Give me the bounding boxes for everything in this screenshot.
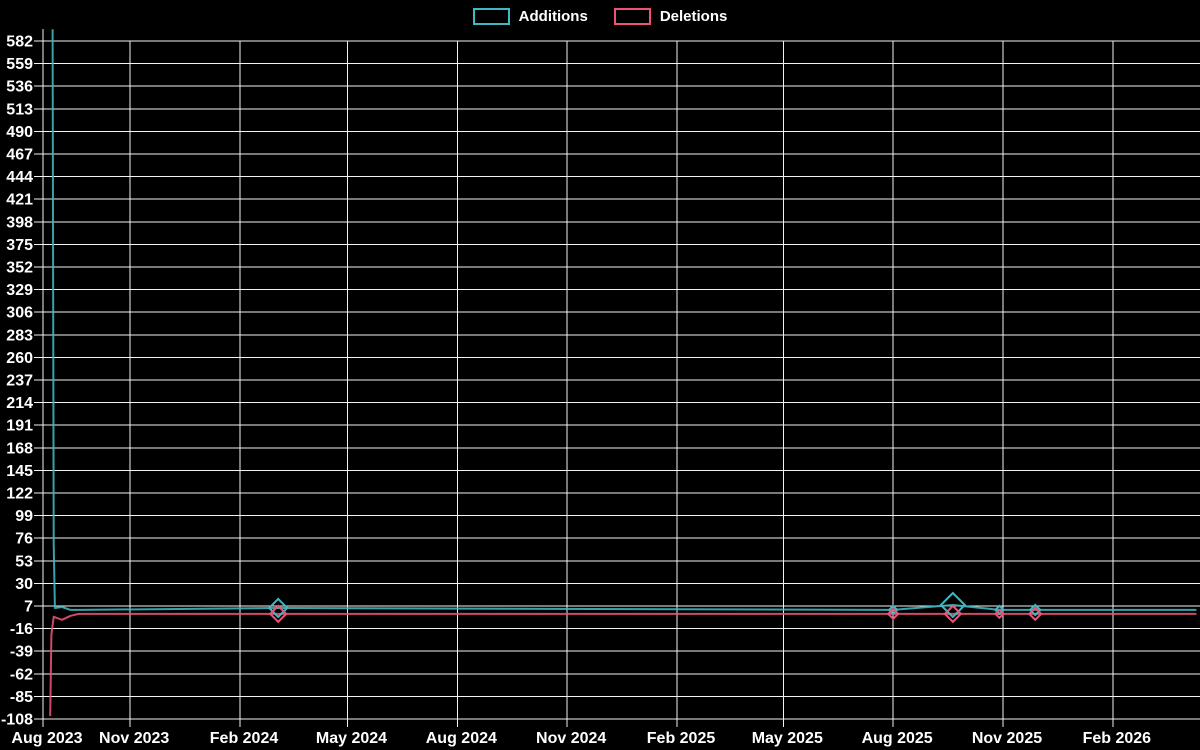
y-tick-label: 536: [6, 79, 33, 96]
deletions-swatch: [613, 8, 651, 25]
additions-marker-diamond: [1028, 603, 1042, 617]
y-tick-label: 490: [6, 124, 33, 141]
y-tick-label: 145: [6, 463, 33, 480]
x-tick-label: Nov 2025: [972, 730, 1042, 747]
additions-marker-diamond: [887, 604, 899, 616]
deletions-legend-label: Deletions: [659, 8, 728, 25]
additions-swatch: [472, 8, 510, 25]
y-tick-label: 513: [6, 101, 33, 118]
y-tick-label: -16: [10, 621, 33, 638]
y-tick-label: 352: [6, 260, 33, 277]
y-tick-label: 30: [15, 576, 33, 593]
x-tick-label: Feb 2025: [647, 730, 716, 747]
y-tick-label: 53: [15, 553, 33, 570]
x-tick-label: May 2025: [752, 730, 823, 747]
y-tick-label: -108: [1, 712, 33, 729]
additions-marker-diamond: [267, 597, 289, 619]
deletions-marker-diamond: [268, 604, 288, 624]
y-tick-label: 76: [15, 531, 33, 548]
y-tick-label: 283: [6, 327, 33, 344]
deletions-marker-diamond: [943, 604, 963, 624]
y-tick-label: 444: [6, 169, 33, 186]
chart-legend: Additions Deletions: [0, 8, 1200, 25]
y-tick-label: 168: [6, 440, 33, 457]
x-tick-label: Aug 2024: [426, 730, 497, 747]
y-tick-label: 99: [15, 508, 33, 525]
legend-item-additions: Additions: [472, 8, 588, 25]
y-tick-label: 375: [6, 237, 33, 254]
y-tick-label: 7: [24, 599, 33, 616]
y-tick-label: 214: [6, 395, 33, 412]
x-tick-label: Nov 2024: [536, 730, 606, 747]
y-tick-label: 467: [6, 147, 33, 164]
x-tick-label: Aug 2023: [11, 730, 82, 747]
x-tick-label: Nov 2023: [99, 730, 169, 747]
y-tick-label: 582: [6, 34, 33, 51]
x-tick-label: Aug 2025: [862, 730, 933, 747]
y-tick-label: -39: [10, 644, 33, 661]
additions-line: [51, 29, 1197, 611]
y-tick-label: 237: [6, 373, 33, 390]
additions-marker-diamond: [939, 591, 967, 619]
y-tick-label: 398: [6, 214, 33, 231]
deletions-marker-diamond: [993, 608, 1005, 620]
additions-marker-diamond: [993, 604, 1005, 616]
legend-item-deletions: Deletions: [613, 8, 728, 25]
y-tick-label: 122: [6, 486, 33, 503]
deletions-marker-diamond: [886, 607, 900, 621]
deletions-line: [49, 612, 1197, 717]
additions-legend-label: Additions: [518, 8, 588, 25]
deletions-marker-diamond: [1027, 606, 1043, 622]
y-tick-label: 306: [6, 305, 33, 322]
y-tick-label: 559: [6, 56, 33, 73]
y-tick-label: 260: [6, 350, 33, 367]
y-tick-label: 329: [6, 282, 33, 299]
y-tick-label: -62: [10, 666, 33, 683]
y-tick-label: 191: [6, 418, 33, 435]
x-tick-label: May 2024: [316, 730, 387, 747]
y-tick-label: -85: [10, 689, 33, 706]
x-tick-label: Feb 2026: [1083, 730, 1152, 747]
x-tick-label: Feb 2024: [210, 730, 279, 747]
y-tick-label: 421: [6, 192, 33, 209]
